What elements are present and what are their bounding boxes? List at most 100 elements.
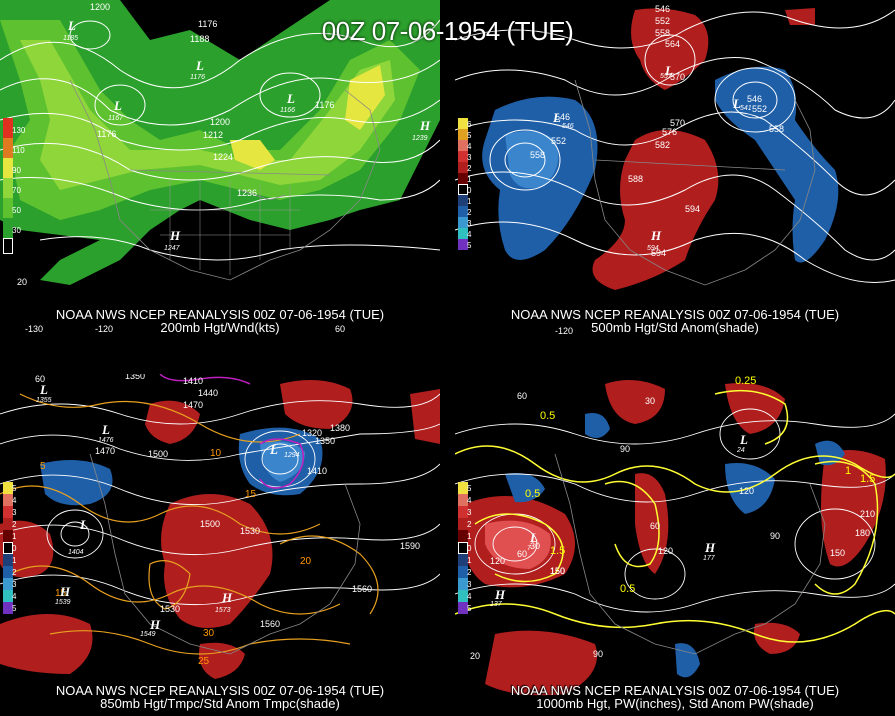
border-200 — [129, 169, 331, 176]
contour-label: 1590 — [400, 541, 420, 551]
contour-label: 1350 — [315, 436, 335, 446]
contour-label: 150 — [830, 548, 845, 558]
isotherm-label: 5 — [40, 461, 46, 472]
neg-anom-west — [40, 460, 113, 506]
isotherm-label: 30 — [203, 628, 215, 639]
pw-contour-1 — [455, 445, 895, 493]
contour-label: 558 — [530, 150, 545, 160]
contour-1000-low-2 — [492, 526, 538, 562]
contour-label: 60 — [650, 521, 660, 531]
contour-label: 1440 — [198, 388, 218, 398]
contour-label: 1200 — [210, 117, 230, 127]
contour-label: 1410 — [183, 376, 203, 386]
contour-label: 90 — [770, 531, 780, 541]
low-center: L — [101, 422, 110, 437]
panel-subcaption: 500mb Hgt/Std Anom(shade) — [591, 320, 759, 335]
panel-subcaption: 200mb Hgt/Wnd(kts) — [160, 320, 280, 335]
center-value: 546 — [562, 123, 574, 130]
contour-200-2 — [0, 59, 440, 126]
contour-200-4 — [0, 139, 440, 181]
panel-850mb-height-temp: 1350 1410 1440 1470 1320 1380 1350 1410 … — [0, 374, 440, 716]
isotherm-4 — [49, 630, 351, 655]
isotherm-label: 20 — [300, 556, 312, 567]
contour-500-low-e2 — [732, 81, 778, 119]
contour-label: 1350 — [125, 374, 145, 381]
center-value: 1239 — [412, 135, 428, 142]
isotherm-label: 25 — [198, 656, 210, 667]
center-value: 1539 — [55, 599, 71, 606]
panel-subcaption: 850mb Hgt/Tmpc/Std Anom Tmpc(shade) — [100, 696, 340, 711]
panel-1000mb-height-pw: 60 30 90 120 150 60 90 120 150 180 210 0… — [455, 374, 895, 716]
lat-label: 60 — [335, 324, 345, 334]
low-center: L — [529, 530, 538, 545]
center-value: 137 — [490, 601, 503, 608]
wind-shade-inner — [20, 40, 395, 190]
isotherm-5 — [148, 560, 191, 610]
contour-500-low-w1 — [489, 129, 561, 191]
panel-caption: NOAA NWS NCEP REANALYSIS 00Z 07-06-1954 … — [510, 307, 840, 322]
lat-label: 20 — [470, 651, 480, 661]
center-value: 1166 — [280, 107, 295, 114]
contour-200-3 — [0, 99, 440, 151]
isotherm-2 — [0, 485, 321, 535]
neg-anom-east — [715, 66, 839, 263]
center-value: 1549 — [140, 631, 156, 638]
panel-subcaption: 1000mb Hgt, PW(inches), Std Anom PW(shad… — [536, 696, 814, 711]
lon-label: -120 — [95, 324, 113, 334]
pw-label: 1.5 — [550, 545, 565, 557]
contour-label: 594 — [685, 204, 700, 214]
contour-label: 60 — [517, 549, 527, 559]
pw-label: 1 — [845, 465, 851, 477]
low-center: L — [67, 18, 76, 33]
lat-label: 60 — [35, 374, 45, 384]
contour-label: 546 — [655, 4, 670, 14]
pw-contour-5 — [814, 460, 879, 595]
center-value: 1573 — [215, 607, 231, 614]
center-value: 1176 — [190, 74, 205, 81]
low-center: L — [732, 96, 741, 111]
contour-1000-1 — [455, 413, 895, 445]
neg-anom-1 — [505, 473, 545, 503]
neg-anom-4 — [675, 643, 700, 678]
contour-label: 1470 — [183, 400, 203, 410]
panel-caption: NOAA NWS NCEP REANALYSIS 00Z 07-06-1954 … — [510, 683, 840, 698]
contour-label: 1176 — [97, 129, 116, 139]
pw-contour-6 — [714, 389, 789, 445]
state-lines-200 — [150, 180, 300, 275]
contour-1000-2 — [455, 473, 895, 503]
contour-label: 558 — [655, 28, 670, 38]
contour-label: 60 — [517, 391, 527, 401]
high-center: H — [494, 587, 506, 602]
contour-label: 546 — [747, 94, 762, 104]
pos-anom-nw — [145, 400, 200, 444]
low-center: L — [39, 382, 48, 397]
contour-label: 570 — [670, 72, 685, 82]
lat-label: 20 — [17, 277, 27, 287]
center-value: 594 — [647, 245, 659, 252]
contour-label: 588 — [628, 174, 643, 184]
contour-label: 90 — [620, 444, 630, 454]
contour-label: 30 — [645, 396, 655, 406]
panel-200mb-height-wind: 1200 1176 1188 1176 1212 1200 1224 1236 … — [0, 0, 440, 340]
contour-1000-high-2 — [794, 508, 876, 580]
pw-contour-4 — [604, 480, 660, 568]
contour-500-low-n — [644, 34, 696, 86]
pw-label: 0.5 — [620, 583, 635, 595]
high-center: H — [221, 590, 233, 605]
contour-label: 546 — [555, 112, 570, 122]
contour-850-low-3 — [46, 509, 104, 559]
contour-1000-low-3 — [719, 408, 781, 460]
isotherm-1 — [19, 393, 301, 443]
contour-label: 552 — [752, 104, 767, 114]
contour-label: 1224 — [213, 152, 233, 162]
contour-500-1 — [455, 9, 895, 49]
low-center: L — [195, 58, 204, 73]
contour-label: 1320 — [302, 428, 322, 438]
contour-850-3 — [0, 463, 440, 506]
low-center: L — [286, 91, 295, 106]
isotherm-label: 10 — [210, 448, 222, 459]
contour-label: 1200 — [90, 2, 110, 12]
contour-label: 552 — [655, 16, 670, 26]
contour-label: 120 — [490, 556, 505, 566]
colorbar-200mb — [3, 118, 13, 254]
